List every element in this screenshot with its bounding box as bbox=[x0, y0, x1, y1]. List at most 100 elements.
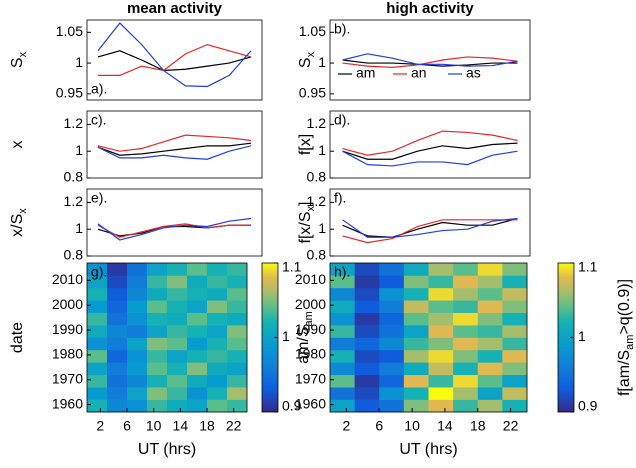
heatmap-cell bbox=[330, 300, 355, 313]
heatmap-cell bbox=[107, 349, 128, 363]
heatmap-cell bbox=[107, 374, 128, 388]
y-axis-label-part: x bbox=[17, 208, 29, 214]
colorbar-tick-label: 1.1 bbox=[282, 259, 302, 275]
y-axis-label-part: f[x] bbox=[297, 134, 314, 155]
x-tick-label: 10 bbox=[146, 418, 162, 434]
series-line bbox=[97, 43, 252, 76]
colorbar-tick-label: 0.9 bbox=[578, 398, 598, 414]
heatmap-cell bbox=[167, 362, 188, 376]
heatmap-cell bbox=[453, 337, 479, 351]
panel-label: d). bbox=[334, 112, 350, 128]
heatmap-cell bbox=[354, 275, 380, 289]
heatmap-cell bbox=[107, 387, 128, 400]
heatmap-cell bbox=[167, 275, 188, 289]
heatmap-cell bbox=[330, 263, 355, 276]
heatmap-cell bbox=[453, 312, 479, 326]
x-axis-label: UT (hrs) bbox=[138, 441, 196, 458]
heatmap-cell bbox=[187, 337, 208, 351]
heatmap-cell bbox=[428, 287, 454, 301]
heatmap-cell bbox=[379, 300, 405, 313]
heatmap-cell bbox=[428, 399, 454, 413]
heatmap-cell bbox=[428, 337, 454, 351]
y-axis-label-part: S bbox=[297, 57, 314, 68]
heatmap-cell bbox=[330, 337, 355, 351]
y-axis-label-part: x bbox=[305, 205, 317, 211]
y-tick-label: 1980 bbox=[52, 346, 83, 362]
heatmap-cell bbox=[207, 399, 228, 413]
axes-frame bbox=[329, 110, 531, 179]
heatmap-cell bbox=[227, 337, 248, 351]
y-axis-label: f[x/Sx] bbox=[297, 202, 317, 244]
y-axis-label-part: date bbox=[9, 322, 26, 353]
heatmap-cell bbox=[502, 337, 528, 351]
y-tick-label: 2010 bbox=[52, 271, 83, 287]
series-line bbox=[342, 56, 518, 68]
heatmap-cell bbox=[379, 387, 405, 400]
colorbar-label-part: >q(0.9)] bbox=[616, 279, 633, 335]
y-tick-label: 1 bbox=[318, 142, 326, 158]
heatmap-cell bbox=[187, 362, 208, 376]
y-tick-label: 1 bbox=[318, 220, 326, 236]
heatmap-cell bbox=[379, 362, 405, 376]
heatmap-cell bbox=[428, 275, 454, 289]
heatmap-cell bbox=[207, 362, 228, 376]
x-tick-label: 2 bbox=[343, 418, 351, 434]
heatmap-cell bbox=[227, 275, 248, 289]
heatmap-cell bbox=[453, 399, 479, 413]
heatmap-cell bbox=[477, 312, 503, 326]
heatmap-cell bbox=[87, 337, 108, 351]
y-tick-label: 1 bbox=[75, 142, 83, 158]
heatmap-cell bbox=[477, 287, 503, 301]
heatmap-cell bbox=[403, 374, 429, 388]
heatmap-cell bbox=[354, 263, 380, 276]
heatmap-cell bbox=[379, 263, 405, 276]
y-axis-label: Sx bbox=[297, 51, 317, 68]
heatmap-cell bbox=[187, 312, 208, 326]
heatmap-cell bbox=[428, 312, 454, 326]
panel-label: a). bbox=[91, 81, 107, 97]
heatmap-cell bbox=[227, 300, 248, 313]
heatmap-cell bbox=[403, 300, 429, 313]
heatmap-cell bbox=[127, 362, 148, 376]
panel-label: h). bbox=[334, 264, 350, 280]
heatmap-cell bbox=[227, 325, 248, 338]
heatmap-cell bbox=[354, 362, 380, 376]
series-line bbox=[342, 217, 518, 238]
heatmap-cell bbox=[87, 312, 108, 326]
x-tick-label: 14 bbox=[437, 418, 453, 434]
heatmap-cell bbox=[428, 325, 454, 338]
heatmap-cell bbox=[330, 287, 355, 301]
y-tick-label: 1.2 bbox=[64, 193, 84, 209]
heatmap-cell bbox=[403, 312, 429, 326]
y-tick-label: 2010 bbox=[295, 271, 326, 287]
heatmap-cell bbox=[207, 312, 228, 326]
heatmap-cell bbox=[453, 325, 479, 338]
colorbar-label-part: f[am/S bbox=[616, 350, 633, 396]
legend-label: am bbox=[356, 65, 375, 81]
panel-title: high activity bbox=[386, 0, 474, 17]
heatmap-cell bbox=[127, 387, 148, 400]
heatmap-cell bbox=[87, 300, 108, 313]
heatmap-cell bbox=[403, 263, 429, 276]
heatmap-cell bbox=[330, 349, 355, 363]
y-axis-label-part: x bbox=[305, 51, 317, 57]
heatmap-cell bbox=[453, 387, 479, 400]
heatmap-cell bbox=[477, 387, 503, 400]
axes-frame bbox=[86, 188, 263, 257]
heatmap-cell bbox=[147, 275, 168, 289]
heatmap-cell bbox=[502, 349, 528, 363]
heatmap-cell bbox=[330, 387, 355, 400]
heatmap-cell bbox=[107, 325, 128, 338]
y-axis-label: f[x] bbox=[297, 134, 314, 155]
y-tick-label: 1970 bbox=[295, 370, 326, 386]
heatmap-cell bbox=[207, 275, 228, 289]
colorbar-label: f[am/Sam>q(0.9)] bbox=[616, 279, 636, 396]
series-line bbox=[97, 145, 252, 160]
heatmap-cell bbox=[127, 349, 148, 363]
heatmap-cell bbox=[477, 349, 503, 363]
x-axis-label: UT (hrs) bbox=[399, 441, 457, 458]
series-line bbox=[342, 150, 518, 167]
heatmap-cell bbox=[127, 337, 148, 351]
colorbar-label: am/Sam bbox=[295, 311, 315, 364]
